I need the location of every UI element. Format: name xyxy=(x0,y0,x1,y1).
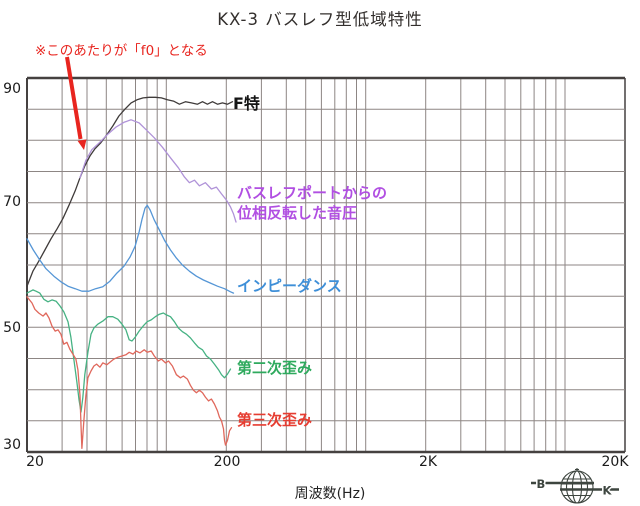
bk-logo: B K xyxy=(531,468,619,504)
annotation-arrow-icon xyxy=(65,56,87,150)
bk-logo-letter-b: B xyxy=(537,477,546,491)
curve-label-second-harmonic: 第二次歪み xyxy=(237,359,313,377)
curve-second-harmonic xyxy=(26,289,232,413)
curve-label-port-output: バスレフポートからの 位相反転した音圧 xyxy=(237,183,387,223)
y-tick-90: 90 xyxy=(3,81,21,97)
curve-label-impedance: インピーダンス xyxy=(237,277,342,295)
curve-label-port-line1: バスレフポートからの xyxy=(237,184,388,202)
curve-label-port-line2: 位相反転した音圧 xyxy=(237,204,358,222)
x-tick-200: 200 xyxy=(213,454,241,470)
curve-f-response xyxy=(26,96,234,287)
curve-impedance xyxy=(26,204,235,294)
y-tick-70: 70 xyxy=(3,194,21,210)
curves xyxy=(26,96,237,449)
curve-third-harmonic xyxy=(26,296,233,449)
y-tick-30: 30 xyxy=(3,437,21,453)
curve-label-third-harmonic: 第三次歪み xyxy=(237,411,313,429)
grid-lines xyxy=(26,76,626,454)
curve-port-output xyxy=(79,119,237,223)
x-tick-20: 20 xyxy=(26,454,44,470)
y-tick-50: 50 xyxy=(3,320,21,336)
x-axis-label: 周波数(Hz) xyxy=(294,486,366,502)
f0-annotation: ※このあたりが「f0」となる xyxy=(35,43,208,59)
x-tick-20k: 20K xyxy=(601,454,629,470)
page-title: KX-3 バスレフ型低域特性 xyxy=(217,10,423,29)
bk-logo-globe-icon xyxy=(560,468,594,504)
plot-area xyxy=(26,76,626,454)
x-tick-2k: 2K xyxy=(418,454,438,470)
curve-label-f-response: F特 xyxy=(233,94,260,113)
bk-logo-letter-k: K xyxy=(603,484,613,498)
